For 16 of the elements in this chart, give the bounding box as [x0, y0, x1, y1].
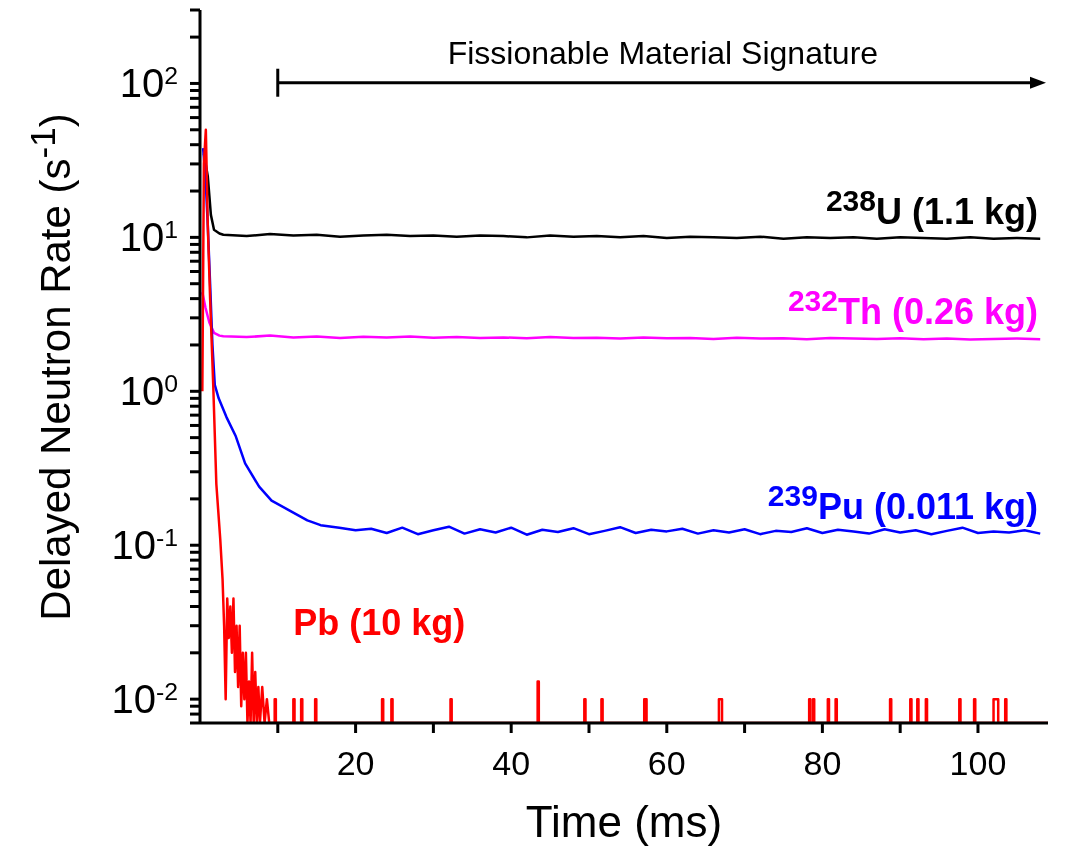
y-tick-label: 10$^{0}$ — [119, 369, 178, 414]
y-tick-label: 10$^{-2}$ — [111, 677, 178, 722]
x-tick-label: 60 — [647, 744, 686, 782]
series-label: $^{238}$U (1.1 kg) — [825, 182, 1038, 232]
y-tick-label: 10$^{-1}$ — [111, 523, 178, 568]
x-tick-label: 100 — [949, 744, 1007, 782]
y-tick-label: 10$^{2}$ — [119, 61, 178, 106]
x-tick-label: 20 — [336, 744, 375, 782]
y-tick-label: 10$^{1}$ — [119, 215, 178, 260]
x-tick-label: 80 — [803, 744, 842, 782]
x-tick-label: 40 — [492, 744, 531, 782]
annotation: Fissionable Material Signature — [446, 34, 880, 72]
x-axis-title: Time (ms) — [524, 797, 724, 847]
series-label: $^{232}$Th (0.26 kg) — [787, 283, 1038, 333]
series-label: $^{239}$Pu (0.011 kg) — [767, 477, 1038, 527]
series-label: Pb (10 kg) — [293, 602, 466, 644]
